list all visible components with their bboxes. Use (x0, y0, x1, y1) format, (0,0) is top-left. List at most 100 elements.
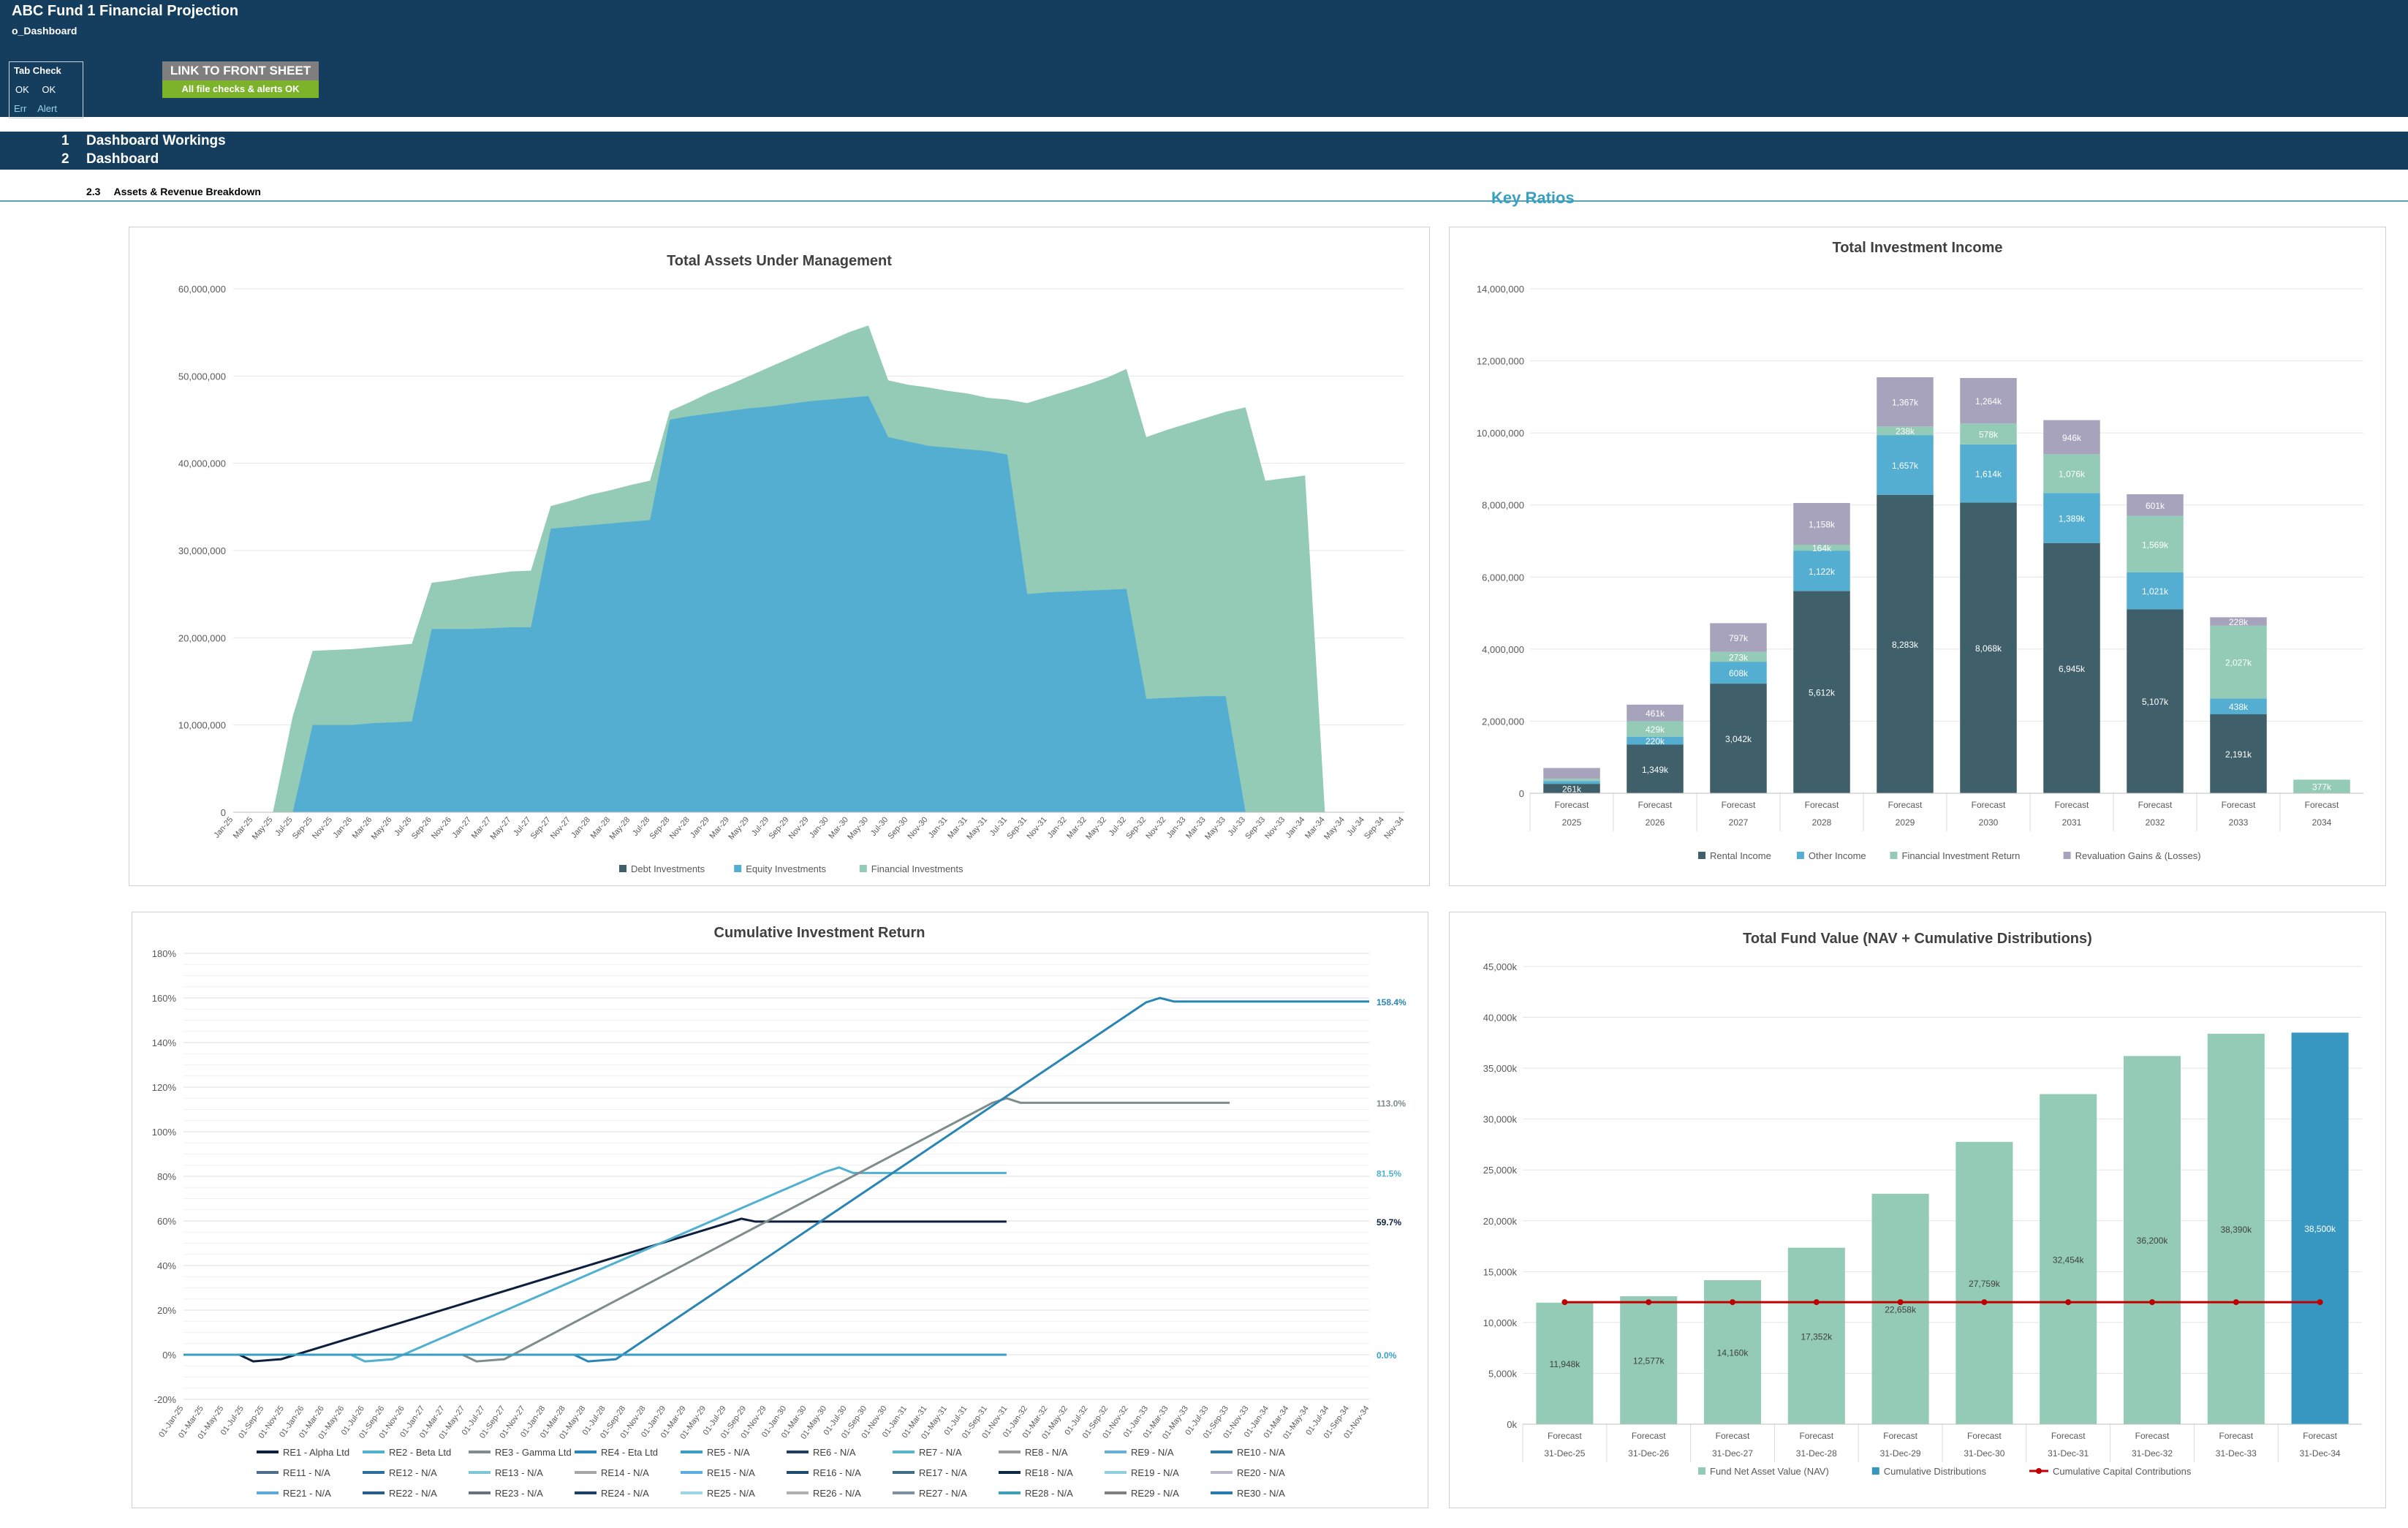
legend-label: RE15 - N/A (707, 1467, 755, 1478)
legend-label: RE29 - N/A (1131, 1488, 1179, 1499)
bar-segment (1960, 378, 2017, 424)
x-tick-label: May-27 (489, 815, 513, 841)
y-tick-label: 15,000k (1483, 1266, 1518, 1277)
legend-swatch (2063, 852, 2071, 859)
x-tick-label: 31-Dec-25 (1544, 1448, 1585, 1459)
legend-label: RE5 - N/A (707, 1447, 750, 1458)
link-to-front-sheet-button[interactable]: LINK TO FRONT SHEET (162, 61, 319, 80)
x-tick-label: 2031 (2062, 817, 2082, 828)
legend-label: RE8 - N/A (1025, 1447, 1068, 1458)
y-tick-label: 60% (157, 1216, 176, 1227)
legend-swatch (1796, 852, 1804, 859)
subsection-number: 2.3 (86, 186, 101, 197)
fundvalue-chart-panel[interactable]: Total Fund Value (NAV + Cumulative Distr… (1449, 912, 2386, 1508)
subsection-label: Assets & Revenue Breakdown (113, 186, 261, 197)
bar-segment (2127, 609, 2184, 793)
y-tick-label: 10,000k (1483, 1317, 1518, 1328)
data-label: 461k (1646, 708, 1665, 719)
tab-check-box: Tab Check OK OK Err Alert (9, 61, 83, 118)
y-tick-label: 12,000,000 (1477, 356, 1524, 367)
bar-segment (1877, 377, 1934, 427)
legend-label: RE20 - N/A (1237, 1467, 1285, 1478)
x-tick-label: Forecast (2051, 1431, 2086, 1441)
aum-chart: Total Assets Under Management 0 10,000,000… (178, 253, 1406, 874)
x-tick-label: 31-Dec-31 (2048, 1448, 2089, 1459)
bar-segment (2123, 1056, 2181, 1424)
data-label: 36,200k (2137, 1236, 2169, 1246)
x-tick-label: 31-Dec-26 (1628, 1448, 1669, 1459)
x-tick-label: Jan-34 (1284, 815, 1307, 839)
fundvalue-chart: Total Fund Value (NAV + Cumulative Distr… (1483, 931, 2362, 1477)
y-tick-label: 160% (152, 993, 177, 1004)
x-tick-label: Jan-25 (212, 815, 235, 839)
x-tick-label: May-28 (608, 815, 632, 841)
data-label: 38,390k (2220, 1225, 2252, 1235)
x-tick-label: Sep-31 (1005, 815, 1029, 841)
y-tick-label: 0 (1519, 788, 1524, 799)
legend-label: Fund Net Asset Value (NAV) (1710, 1466, 1829, 1477)
data-label: 1,021k (2142, 586, 2169, 597)
line-series-2 (183, 1166, 1007, 1363)
data-label: 228k (2229, 617, 2249, 627)
line-marker (1730, 1299, 1735, 1306)
line-marker (1561, 1299, 1568, 1306)
bar-segment (1793, 591, 1850, 793)
x-tick-label: Jan-31 (927, 815, 950, 839)
x-tick-label: Jan-29 (689, 815, 711, 839)
x-tick-label: Sep-34 (1363, 815, 1386, 841)
legend-label: RE1 - Alpha Ltd (283, 1447, 349, 1458)
x-tick-label: Forecast (2055, 800, 2089, 810)
line-marker (1646, 1299, 1652, 1306)
data-label: 2,191k (2225, 749, 2252, 760)
x-tick-label: Forecast (1967, 1431, 2002, 1441)
bar-segment (1627, 744, 1684, 793)
bar-segment (1793, 545, 1850, 551)
y-tick-label: 30,000k (1483, 1114, 1518, 1125)
y-tick-label: 140% (152, 1037, 177, 1048)
x-tick-label: Jan-33 (1165, 815, 1188, 839)
data-label: 3,042k (1725, 734, 1752, 744)
x-tick-label: Nov-28 (668, 815, 692, 841)
data-label: 1,614k (1975, 469, 2002, 480)
cir-chart-panel[interactable]: Cumulative Investment Return -20% 0% 20% 40%… (132, 912, 1428, 1508)
legend-label: Financial Investments (871, 863, 963, 874)
legend-label: RE22 - N/A (389, 1488, 437, 1499)
legend-swatch (1890, 852, 1898, 859)
chart-title: Total Investment Income (1832, 240, 2002, 256)
y-tick-label: 40,000,000 (178, 458, 226, 469)
y-tick-label: 8,000,000 (1482, 500, 1524, 511)
x-tick-label: Jan-30 (808, 815, 830, 839)
legend-label: RE4 - Eta Ltd (601, 1447, 658, 1458)
data-label: 5,612k (1809, 688, 1836, 698)
data-label: 1,389k (2059, 513, 2086, 523)
section-label: Dashboard (86, 151, 159, 167)
x-tick-label: May-33 (1203, 815, 1227, 841)
legend-swatch (619, 865, 626, 872)
x-tick-label: 2030 (1979, 817, 1999, 828)
bar-segment (1627, 736, 1684, 745)
data-label: 438k (2229, 702, 2249, 712)
section-number: 1 (61, 133, 69, 148)
bar-segment (2210, 698, 2267, 715)
legend-label: RE7 - N/A (919, 1447, 962, 1458)
bar-segment (1710, 651, 1767, 662)
y-tick-label: 40,000k (1483, 1013, 1518, 1024)
x-tick-label: Forecast (1555, 800, 1589, 810)
y-tick-label: -20% (154, 1394, 177, 1405)
header-divider (0, 200, 2408, 202)
x-tick-label: Sep-25 (291, 815, 314, 841)
x-tick-label: Forecast (1805, 800, 1839, 810)
data-label: 1,158k (1809, 519, 1836, 529)
data-label: 11,948k (1549, 1359, 1580, 1369)
bar-segment (2210, 617, 2267, 626)
data-label: 238k (1896, 426, 1915, 436)
x-tick-label: May-26 (370, 815, 394, 841)
bar-segment (2293, 779, 2350, 793)
aum-chart-panel[interactable]: Total Assets Under Management 0 10,000,000… (129, 227, 1430, 886)
sheet-name: o_Dashboard (12, 25, 77, 37)
section-row-1[interactable]: 1 Dashboard Workings (61, 133, 226, 149)
bar-segment (1955, 1141, 2013, 1424)
income-chart-panel[interactable]: Total Investment Income 0 2,000,000 4,000,0… (1449, 227, 2386, 886)
x-tick-label: Forecast (2305, 800, 2339, 810)
section-row-2[interactable]: 2 Dashboard (61, 151, 159, 167)
